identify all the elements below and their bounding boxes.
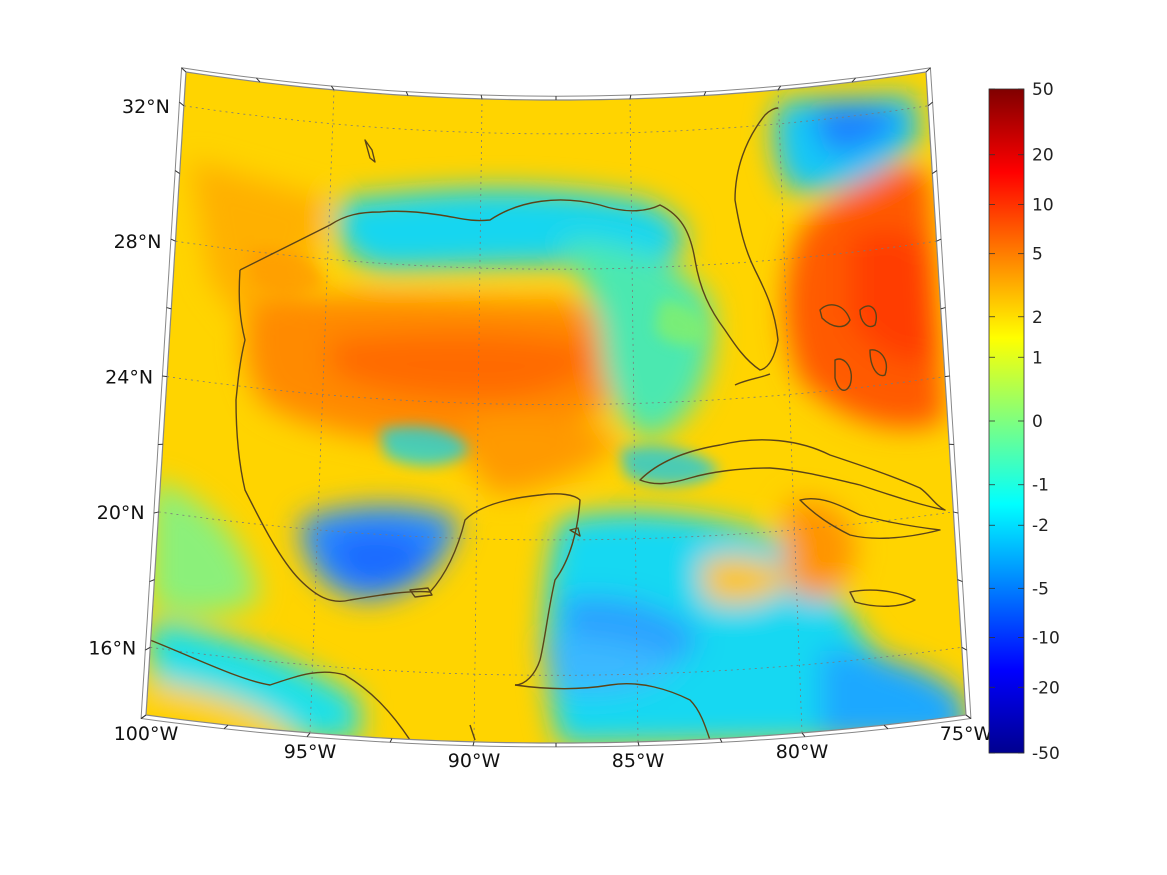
graticule-parallel xyxy=(175,240,937,270)
graticule-parallel xyxy=(158,511,954,541)
frame-tick xyxy=(179,101,185,107)
frame-tick xyxy=(140,714,147,719)
frame-tick xyxy=(153,511,159,514)
frame-ticks xyxy=(140,67,972,747)
frame-tick xyxy=(961,646,967,651)
colorbar-tick-label: -1 xyxy=(1032,476,1049,496)
frame-tick xyxy=(953,511,959,514)
frame-tick xyxy=(965,714,972,719)
frame-tick xyxy=(719,738,723,743)
frame-tick xyxy=(927,101,933,107)
longitude-label: 90°W xyxy=(448,750,501,772)
coastline-outline xyxy=(149,107,946,741)
frame-tick xyxy=(940,307,946,310)
longitude-label: 80°W xyxy=(776,741,829,763)
colorbar-tick-label: -50 xyxy=(1032,744,1060,764)
frame-tick xyxy=(801,732,806,737)
frame-tick xyxy=(174,170,180,174)
frame-tick xyxy=(629,94,632,99)
frame-tick xyxy=(957,579,963,583)
colorbar-tick-label: 2 xyxy=(1032,308,1043,328)
frame-tick xyxy=(637,741,640,746)
frame-tick xyxy=(777,85,782,91)
frame-tick xyxy=(149,579,155,583)
longitude-label: 95°W xyxy=(284,741,337,763)
latitude-labels: 32°N 28°N 24°N 20°N 16°N xyxy=(88,96,170,659)
colorbar-tick-label: 50 xyxy=(1032,80,1054,100)
frame-tick xyxy=(223,724,229,730)
frame-tick xyxy=(145,646,151,651)
frame-tick xyxy=(472,741,475,746)
colorbar-tick-label: -10 xyxy=(1032,628,1060,648)
colorbar-tick-label: 10 xyxy=(1032,196,1054,216)
frame-tick xyxy=(703,91,707,96)
graticule-meridian xyxy=(473,98,483,742)
data-field-shading xyxy=(146,72,966,743)
frame-tick xyxy=(883,724,889,730)
latitude-label: 16°N xyxy=(88,637,136,659)
graticule-parallel xyxy=(167,376,945,406)
longitude-label: 100°W xyxy=(114,723,179,745)
latitude-label: 28°N xyxy=(114,231,162,253)
frame-tick xyxy=(170,238,176,242)
frame-tick xyxy=(851,77,856,83)
colorbar-tick-label: 1 xyxy=(1032,348,1043,368)
frame-tick xyxy=(306,732,311,737)
longitude-label: 85°W xyxy=(612,750,665,772)
frame-tick xyxy=(480,94,483,99)
graticule-meridian xyxy=(629,98,639,742)
frame-tick xyxy=(330,85,335,91)
frame-tick xyxy=(389,738,393,743)
frame-tick xyxy=(166,307,172,310)
colorbar-tick-label: -5 xyxy=(1032,579,1049,599)
latitude-label: 32°N xyxy=(122,96,170,118)
latitude-label: 24°N xyxy=(105,367,153,389)
colorbar-tick-label: 5 xyxy=(1032,245,1043,265)
colorbar-tick-label: -2 xyxy=(1032,516,1049,536)
frame-tick xyxy=(162,375,168,378)
colorbar-tick-label: -20 xyxy=(1032,678,1060,698)
frame-tick xyxy=(925,67,931,73)
colorbar-tick-label: 0 xyxy=(1032,412,1043,432)
frame-tick xyxy=(181,67,187,73)
frame-tick xyxy=(944,375,950,378)
frame-tick xyxy=(256,77,261,83)
graticule-grid xyxy=(146,72,966,742)
frame-tick xyxy=(936,238,942,242)
longitude-labels: 100°W 95°W 90°W 85°W 80°W 75°W xyxy=(114,723,993,772)
longitude-label: 75°W xyxy=(940,723,993,745)
frame-tick xyxy=(405,91,409,96)
colorbar-ticks xyxy=(989,88,1024,754)
graticule-parallel xyxy=(183,105,929,135)
colorbar-tick-label: 20 xyxy=(1032,146,1054,166)
latitude-label: 20°N xyxy=(97,502,145,524)
frame-tick xyxy=(932,170,938,174)
